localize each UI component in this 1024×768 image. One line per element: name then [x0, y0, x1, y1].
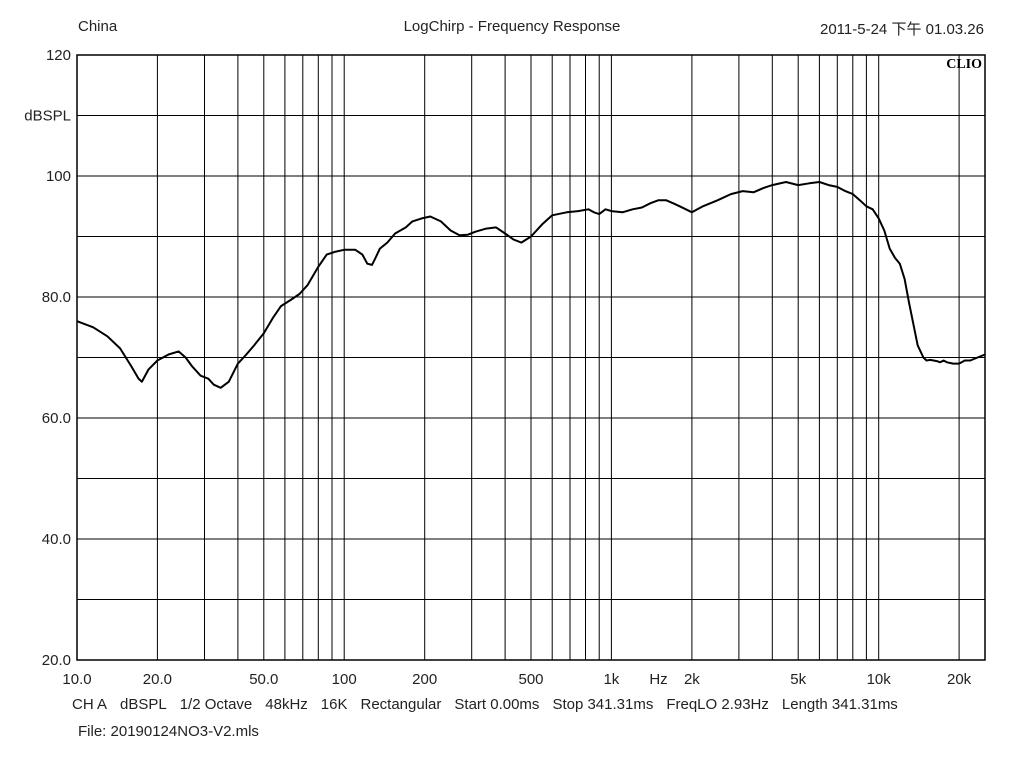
file-name: File: 20190124NO3-V2.mls — [78, 723, 259, 740]
measurement-setting: Rectangular — [360, 696, 442, 713]
chart-title: LogChirp - Frequency Response — [403, 18, 621, 35]
x-tick-label: 10k — [867, 671, 892, 688]
series-layer — [76, 181, 986, 389]
measurement-setting: Stop 341.31ms — [552, 696, 654, 713]
measurement-setting: FreqLO 2.93Hz — [666, 696, 769, 713]
x-tick-label: 500 — [518, 671, 543, 688]
x-tick-label: 1k — [603, 671, 619, 688]
y-axis-ticks: 120 dBSPL 100 80.0 60.0 40.0 20.0 — [24, 47, 71, 669]
y-tick-label: 80.0 — [42, 289, 71, 306]
x-tick-label: 50.0 — [249, 671, 278, 688]
x-tick-label: 200 — [412, 671, 437, 688]
y-axis-unit-label: dBSPL — [24, 108, 71, 125]
header-timestamp: 2011-5-24 下午 01.03.26 — [820, 21, 984, 38]
y-tick-label: 60.0 — [42, 410, 71, 427]
measurement-setting: CH A — [72, 696, 108, 713]
header-left-label: China — [78, 18, 118, 35]
x-tick-label: 10.0 — [62, 671, 91, 688]
measurement-setting: Length 341.31ms — [781, 696, 898, 713]
y-tick-label: 100 — [46, 168, 71, 185]
plot-frame — [76, 54, 986, 661]
x-tick-label: 20k — [947, 671, 972, 688]
clio-brand-logo: CLIO — [946, 57, 982, 72]
measurement-setting: Start 0.00ms — [454, 696, 540, 713]
x-tick-label: 2k — [684, 671, 700, 688]
x-axis-ticks: 10.0 20.0 50.0 100 200 500 1k 2k 5k 10k 20k Hz — [62, 671, 971, 688]
measurement-setting: dBSPL — [120, 696, 167, 713]
y-tick-label: 20.0 — [42, 652, 71, 669]
y-tick-label: 40.0 — [42, 531, 71, 548]
measurement-setting: 1/2 Octave — [179, 696, 253, 713]
x-tick-label: 100 — [332, 671, 357, 688]
x-axis-unit-label: Hz — [649, 671, 667, 688]
measurement-setting: 16K — [320, 696, 348, 713]
y-tick-label: 120 — [46, 47, 71, 64]
x-tick-label: 5k — [790, 671, 806, 688]
measurement-settings: CH A dBSPL 1/2 Octave 48kHz 16K Rectangular St… — [72, 696, 911, 713]
frequency-response-line — [76, 181, 986, 389]
grid — [77, 55, 985, 660]
x-tick-label: 20.0 — [143, 671, 172, 688]
measurement-setting: 48kHz — [265, 696, 308, 713]
